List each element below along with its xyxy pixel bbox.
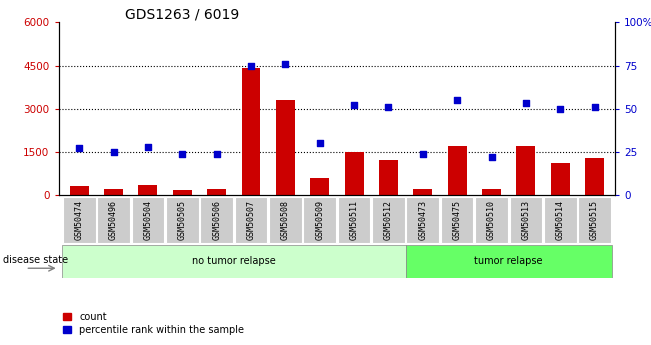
Text: GSM50507: GSM50507 [247, 200, 255, 240]
FancyBboxPatch shape [338, 197, 370, 243]
FancyBboxPatch shape [544, 197, 577, 243]
Text: GSM50505: GSM50505 [178, 200, 187, 240]
Bar [207, 189, 226, 195]
Bar [242, 68, 260, 195]
Point [383, 104, 394, 110]
FancyBboxPatch shape [63, 197, 96, 243]
Text: tumor relapse: tumor relapse [475, 256, 543, 266]
FancyBboxPatch shape [269, 197, 301, 243]
Bar [139, 185, 158, 195]
Bar [173, 190, 192, 195]
Bar [276, 100, 295, 195]
Text: GSM50509: GSM50509 [315, 200, 324, 240]
Bar [585, 158, 604, 195]
Text: GSM50510: GSM50510 [487, 200, 496, 240]
Bar [551, 163, 570, 195]
Point [246, 63, 256, 68]
FancyBboxPatch shape [372, 197, 405, 243]
FancyBboxPatch shape [406, 245, 612, 278]
FancyBboxPatch shape [201, 197, 233, 243]
Bar [379, 160, 398, 195]
Text: GSM50514: GSM50514 [556, 200, 564, 240]
FancyBboxPatch shape [303, 197, 336, 243]
Bar [104, 189, 123, 195]
Point [74, 146, 85, 151]
Point [143, 144, 153, 149]
Text: GSM50513: GSM50513 [521, 200, 531, 240]
Text: GDS1263 / 6019: GDS1263 / 6019 [126, 7, 240, 21]
Text: GSM50511: GSM50511 [350, 200, 359, 240]
Point [555, 106, 566, 111]
FancyBboxPatch shape [62, 245, 406, 278]
Point [280, 61, 290, 67]
Bar [70, 186, 89, 195]
Bar [344, 152, 363, 195]
Text: GSM50506: GSM50506 [212, 200, 221, 240]
FancyBboxPatch shape [578, 197, 611, 243]
Text: GSM50508: GSM50508 [281, 200, 290, 240]
FancyBboxPatch shape [132, 197, 164, 243]
FancyBboxPatch shape [510, 197, 542, 243]
Bar [311, 178, 329, 195]
FancyBboxPatch shape [166, 197, 199, 243]
Point [177, 151, 187, 156]
Point [521, 101, 531, 106]
Point [212, 151, 222, 156]
FancyBboxPatch shape [406, 197, 439, 243]
Point [349, 102, 359, 108]
Point [314, 140, 325, 146]
FancyBboxPatch shape [441, 197, 473, 243]
Text: no tumor relapse: no tumor relapse [192, 256, 275, 266]
Legend: count, percentile rank within the sample: count, percentile rank within the sample [63, 312, 244, 335]
Bar [516, 146, 535, 195]
Point [108, 149, 118, 155]
Text: GSM50473: GSM50473 [419, 200, 427, 240]
Bar [448, 146, 467, 195]
Point [452, 97, 462, 103]
Point [486, 154, 497, 160]
Text: GSM50504: GSM50504 [143, 200, 152, 240]
FancyBboxPatch shape [234, 197, 268, 243]
Text: GSM50475: GSM50475 [452, 200, 462, 240]
Text: disease state: disease state [3, 256, 68, 265]
Point [589, 104, 600, 110]
Text: GSM50474: GSM50474 [75, 200, 84, 240]
Bar [482, 189, 501, 195]
Text: GSM50515: GSM50515 [590, 200, 599, 240]
Bar [413, 189, 432, 195]
Text: GSM50512: GSM50512 [384, 200, 393, 240]
Text: GSM50496: GSM50496 [109, 200, 118, 240]
FancyBboxPatch shape [97, 197, 130, 243]
FancyBboxPatch shape [475, 197, 508, 243]
Point [417, 151, 428, 156]
